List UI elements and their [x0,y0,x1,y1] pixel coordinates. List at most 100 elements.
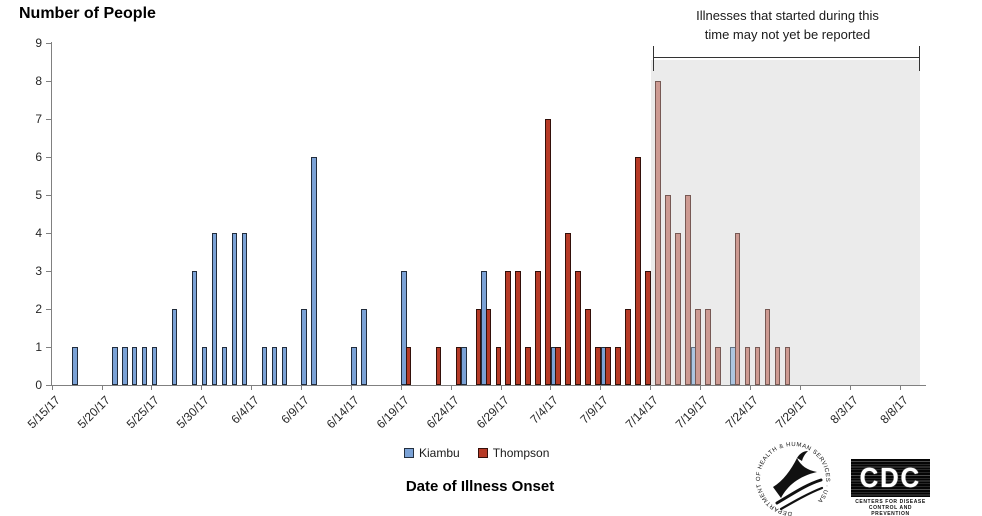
cdc-caption-line2: CONTROL AND PREVENTION [868,505,913,516]
y-tick-label: 9 [35,36,42,50]
bar-thompson-6/26/17 [475,309,482,385]
x-tick-label: 7/19/17 [672,393,711,432]
x-tick [500,385,502,390]
bar-kiambu-6/19/17 [401,271,407,385]
x-tick [849,385,851,390]
y-tick-label: 6 [35,150,42,164]
y-tick [46,271,51,272]
cdc-box-icon: CDC [851,459,930,497]
x-tick-label: 6/9/17 [278,393,312,427]
legend-label-thompson: Thompson [492,446,550,460]
bar-kiambu-5/27/17 [171,309,178,385]
bar-kiambu-5/24/17 [141,347,148,385]
bar-kiambu-6/7/17 [281,347,288,385]
x-tick [749,385,751,390]
y-axis-line [50,42,52,385]
bar-kiambu-6/25/17 [461,347,467,385]
cdc-caption-line1: CENTERS FOR DISEASE [855,499,926,505]
x-tick-label: 5/20/17 [74,393,113,432]
x-tick [400,385,402,390]
bar-kiambu-5/30/17 [201,347,208,385]
annotation-line2: time may not yet be reported [704,27,871,42]
x-tick-label: 7/29/17 [772,393,811,432]
x-tick [350,385,352,390]
x-tick [600,385,602,390]
y-tick [46,347,51,348]
x-tick-label: 8/8/17 [876,393,911,427]
bar-kiambu-6/14/17 [351,347,357,385]
bar-thompson-7/23/17 [744,347,751,385]
y-tick [46,385,51,386]
x-tick-label: 7/4/17 [527,393,562,427]
x-tick [799,385,801,390]
bar-kiambu-6/2/17 [231,233,238,385]
bar-thompson-7/13/17 [645,271,651,385]
x-tick-label: 6/19/17 [373,393,412,432]
bar-thompson-7/2/17 [535,271,541,385]
annotation-line1: Illnesses that started during this [696,8,879,23]
legend-entry-kiambu: Kiambu [404,446,460,460]
bar-kiambu-6/10/17 [311,157,318,385]
x-tick [51,385,53,390]
bar-kiambu-5/17/17 [72,347,78,385]
bar-kiambu-6/9/17 [301,309,308,385]
cdc-logo: CDC CENTERS FOR DISEASE CONTROL AND PREV… [851,459,930,516]
y-tick [46,309,51,310]
x-tick-label: 7/24/17 [722,393,761,432]
bar-thompson-7/10/17 [615,347,621,385]
x-axis-title: Date of Illness Onset [405,478,555,495]
x-tick [899,385,901,390]
x-tick [700,385,702,390]
legend-swatch-thompson-icon [477,448,488,458]
bar-thompson-7/1/17 [525,347,532,385]
y-tick-label: 8 [35,74,42,88]
x-tick-label: 5/25/17 [124,393,163,432]
legend-label-kiambu: Kiambu [419,446,460,460]
bar-kiambu-6/5/17 [261,347,268,385]
x-tick-label: 6/4/17 [228,393,263,427]
bar-thompson-6/29/17 [505,271,512,385]
y-tick-label: 3 [35,264,42,278]
bar-kiambu-6/3/17 [241,233,248,385]
bar-thompson-7/14/17 [655,81,661,385]
hhs-logo: DEPARTMENT OF HEALTH & HUMAN SERVICES · … [750,438,836,516]
y-tick [46,157,51,158]
bar-thompson-7/12/17 [635,157,641,385]
y-tick-label: 1 [35,340,42,354]
y-axis-title: Number of People [19,5,156,22]
y-tick [46,195,51,196]
y-tick-label: 0 [35,378,42,392]
bracket-line [653,57,919,58]
bar-thompson-7/8/17 [595,347,601,385]
y-tick-label: 2 [35,302,42,316]
y-tick [46,119,51,120]
shade-box [651,60,920,385]
bar-kiambu-5/21/17 [111,347,118,385]
x-tick [450,385,452,390]
bar-thompson-7/9/17 [605,347,611,385]
x-tick [151,385,153,390]
legend-entry-thompson: Thompson [477,446,550,460]
hhs-eagle-icon: DEPARTMENT OF HEALTH & HUMAN SERVICES · … [756,442,830,516]
bar-thompson-6/27/17 [485,309,492,385]
x-tick-label: 5/15/17 [24,393,63,432]
shaded-region-annotation: Illnesses that started during this time … [645,6,930,44]
bar-thompson-7/18/17 [695,309,701,385]
bracket-end-right [919,46,920,71]
bar-thompson-6/22/17 [435,347,442,385]
x-tick-label: 6/29/17 [473,393,512,432]
bar-thompson-7/19/17 [704,309,711,385]
x-tick [650,385,652,390]
cdc-caption: CENTERS FOR DISEASE CONTROL AND PREVENTI… [851,499,930,516]
bar-kiambu-5/22/17 [121,347,128,385]
bar-thompson-6/30/17 [515,271,522,385]
y-tick [46,43,51,44]
bar-thompson-6/28/17 [495,347,502,385]
bar-thompson-7/3/17 [545,119,551,385]
bar-thompson-7/24/17 [754,347,761,385]
bar-thompson-7/6/17 [575,271,581,385]
bar-thompson-6/19/17 [405,347,412,385]
x-tick-label: 7/14/17 [622,393,662,432]
x-tick-label: 6/14/17 [323,393,362,432]
